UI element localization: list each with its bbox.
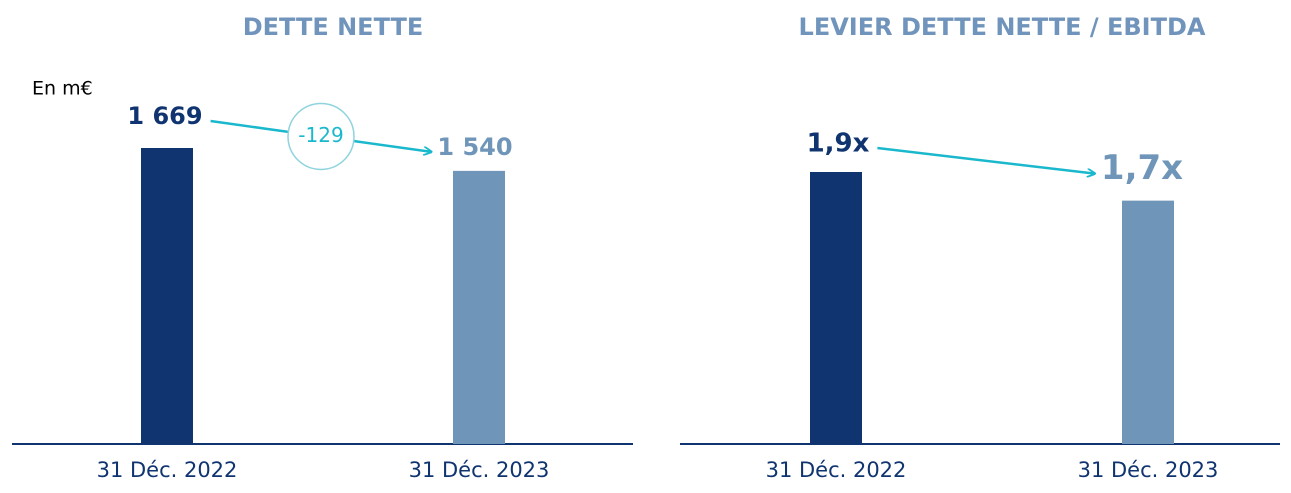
- annotation-circle: [287, 102, 355, 171]
- value-label: 1,7x: [1101, 148, 1183, 188]
- value-label: 1,9x: [807, 129, 870, 159]
- bar: [810, 172, 862, 444]
- unit-label: En m€: [32, 78, 93, 100]
- x-tick-label: 31 Déc. 2022: [97, 458, 238, 482]
- annotation: -129: [298, 123, 343, 147]
- chart-title: DETTE NETTE: [243, 13, 424, 41]
- chart-title: LEVIER DETTE NETTE / EBITDA: [799, 13, 1206, 41]
- bar: [141, 148, 193, 444]
- x-tick-label: 31 Déc. 2022: [766, 458, 907, 482]
- x-tick-label: 31 Déc. 2023: [1078, 458, 1219, 482]
- arrow: [877, 146, 1094, 174]
- value-label: 1 669: [127, 102, 202, 130]
- bar: [1122, 200, 1174, 444]
- value-label: 1 540: [437, 133, 512, 161]
- x-tick-label: 31 Déc. 2023: [409, 458, 550, 482]
- bar: [453, 170, 505, 445]
